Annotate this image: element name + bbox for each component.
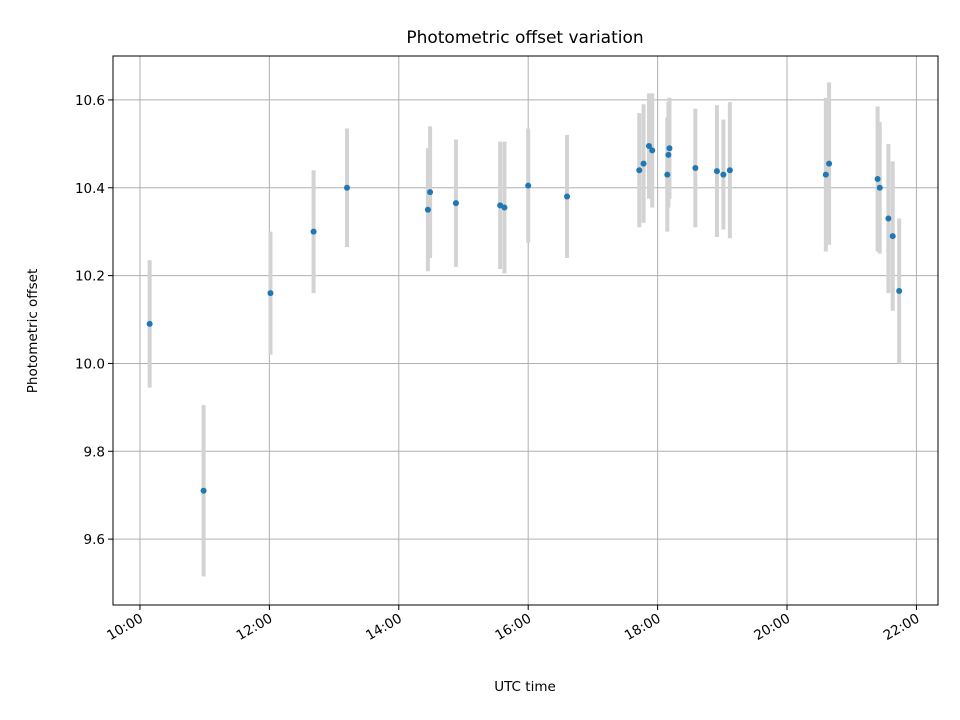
x-axis-label: UTC time <box>494 679 556 695</box>
data-point <box>649 147 656 154</box>
chart-title: Photometric offset variation <box>406 28 643 48</box>
x-tick-label: 10:00 <box>104 611 146 644</box>
data-point <box>636 167 643 174</box>
data-point <box>874 175 881 182</box>
data-point <box>889 233 896 240</box>
y-tick-label: 10.2 <box>75 269 105 285</box>
data-point <box>822 171 829 178</box>
data-point <box>664 171 671 178</box>
data-point <box>424 206 431 213</box>
data-point <box>146 320 153 327</box>
data-point <box>310 228 317 235</box>
data-point <box>645 143 652 150</box>
grid <box>113 56 938 605</box>
data-point <box>200 487 207 494</box>
x-tick-label: 22:00 <box>881 611 923 644</box>
data-point <box>525 182 532 189</box>
data-point <box>427 189 434 196</box>
data-point <box>713 168 720 175</box>
data-point <box>726 167 733 174</box>
data-point <box>720 171 727 178</box>
x-tick-label: 16:00 <box>493 611 535 644</box>
x-tick-label: 14:00 <box>363 611 405 644</box>
y-axis-label: Photometric offset <box>25 269 41 393</box>
data-point <box>452 200 459 207</box>
data-point <box>564 193 571 200</box>
x-tick-label: 18:00 <box>622 611 664 644</box>
data-points <box>146 143 903 494</box>
y-tick-label: 10.6 <box>75 93 105 109</box>
plot-frame <box>112 55 939 606</box>
data-point <box>896 287 903 294</box>
data-point <box>665 151 672 158</box>
data-point <box>344 184 351 191</box>
data-point <box>640 160 647 167</box>
y-tick-label: 10.4 <box>75 181 105 197</box>
data-point <box>501 204 508 211</box>
data-point <box>666 145 673 152</box>
data-point <box>876 184 883 191</box>
data-point <box>267 290 274 297</box>
x-tick-label: 12:00 <box>234 611 276 644</box>
data-point <box>826 160 833 167</box>
x-tick-label: 20:00 <box>751 611 793 644</box>
y-tick-label: 9.8 <box>84 444 105 460</box>
y-tick-label: 9.6 <box>84 532 105 548</box>
data-point <box>692 164 699 171</box>
y-tick-label: 10.0 <box>75 356 105 372</box>
data-point <box>885 215 892 222</box>
